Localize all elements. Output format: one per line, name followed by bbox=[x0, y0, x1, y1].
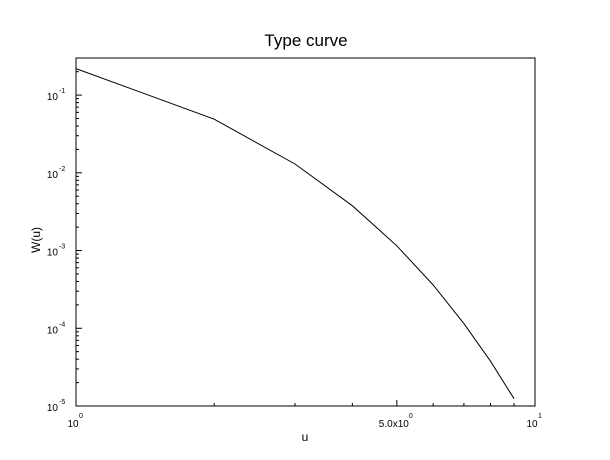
svg-text:10: 10 bbox=[47, 170, 59, 181]
plot-frame bbox=[75, 57, 536, 407]
x-axis-label: u bbox=[302, 430, 309, 444]
svg-text:10: 10 bbox=[67, 419, 79, 430]
y-tick-labels: 10-510-410-310-210-1 bbox=[47, 88, 65, 414]
svg-text:5.0x10: 5.0x10 bbox=[379, 419, 409, 430]
series-line bbox=[75, 68, 515, 399]
svg-text:-3: -3 bbox=[59, 244, 65, 251]
svg-text:0: 0 bbox=[409, 413, 413, 420]
svg-text:10: 10 bbox=[526, 419, 538, 430]
svg-text:0: 0 bbox=[79, 413, 83, 420]
svg-text:10: 10 bbox=[47, 92, 59, 103]
y-tick-label: 10-2 bbox=[47, 166, 65, 181]
svg-text:10: 10 bbox=[47, 403, 59, 414]
y-tick-label: 10-1 bbox=[47, 88, 65, 103]
chart-title: Type curve bbox=[264, 31, 347, 50]
svg-text:-5: -5 bbox=[59, 399, 65, 406]
svg-text:-4: -4 bbox=[59, 321, 65, 328]
y-tick-label: 10-4 bbox=[47, 321, 65, 336]
y-tick-label: 10-5 bbox=[47, 399, 65, 414]
series-layer bbox=[75, 68, 515, 399]
y-axis-ticks bbox=[76, 71, 82, 407]
svg-text:-2: -2 bbox=[59, 166, 65, 173]
y-axis-label: W(u) bbox=[29, 227, 43, 253]
x-tick-label: 100 bbox=[67, 413, 83, 430]
svg-text:10: 10 bbox=[47, 248, 59, 259]
svg-text:-1: -1 bbox=[59, 88, 65, 95]
svg-text:1: 1 bbox=[538, 413, 542, 420]
svg-text:10: 10 bbox=[47, 325, 59, 336]
y-tick-label: 10-3 bbox=[47, 244, 65, 259]
x-axis-ticks bbox=[75, 400, 536, 406]
x-tick-label: 101 bbox=[526, 413, 542, 430]
